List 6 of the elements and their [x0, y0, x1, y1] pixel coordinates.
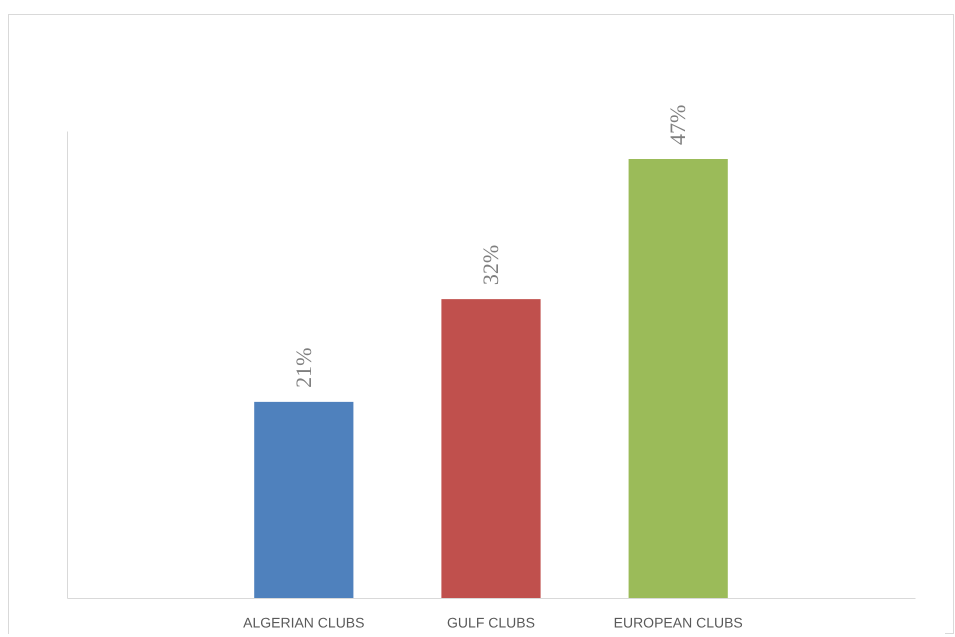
data-label: 32%	[478, 244, 503, 286]
x-tick-label: GULF CLUBS	[447, 614, 535, 630]
x-tick-label: EUROPEAN CLUBS	[614, 614, 743, 630]
data-label: 21%	[290, 348, 316, 388]
data-label: 47%	[665, 104, 690, 146]
x-tick-label: ALGERIAN CLUBS	[243, 614, 364, 630]
